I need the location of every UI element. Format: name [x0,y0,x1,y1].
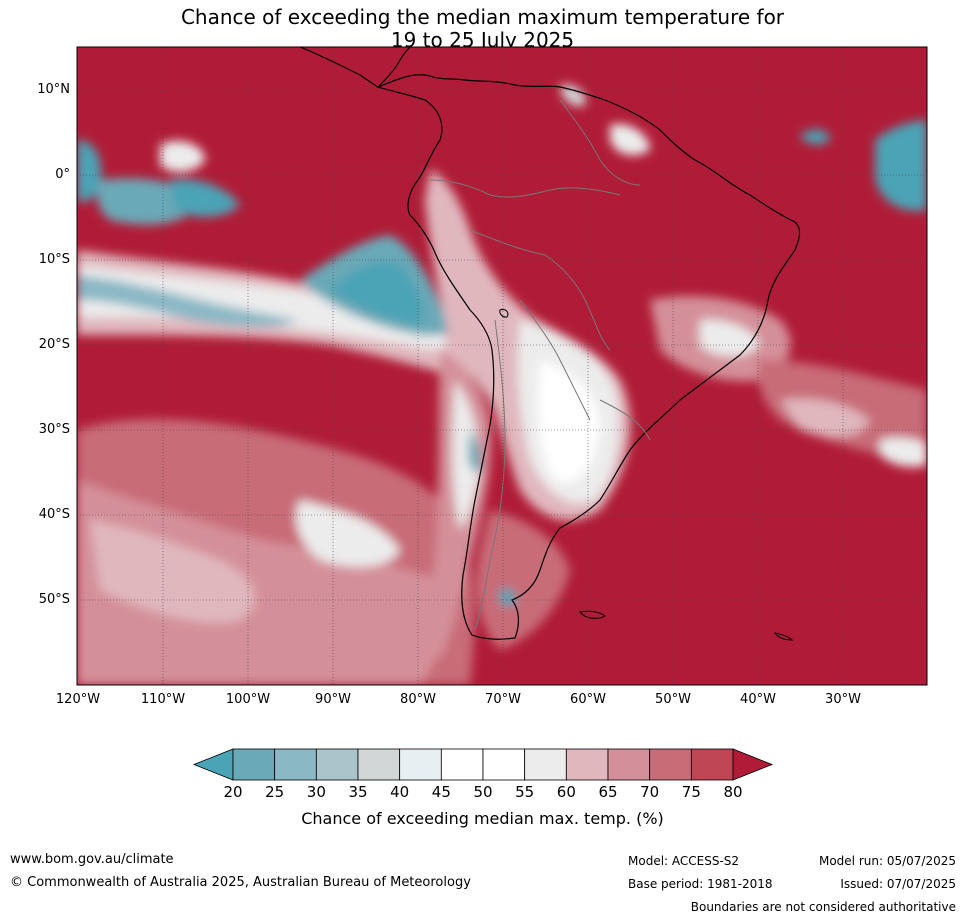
lat-label-40s: 40°S [38,507,70,522]
colorbar-cell [399,748,442,781]
colorbar-cell [482,748,526,781]
lat-label-50s: 50°S [38,592,70,607]
colorbar-tick-label: 60 [556,783,576,801]
colorbar-cell [232,748,276,781]
map-title-dates: 19 to 25 July 2025 [390,28,575,52]
map-frame [76,46,928,686]
colorbar-cell [274,748,317,781]
lon-label-100w: 100°W [225,692,271,707]
colorbar-tick-label: 35 [348,783,368,801]
colorbar-tick-label: 55 [515,783,535,801]
lon-label-70w: 70°W [485,692,521,707]
colorbar-cell [607,748,651,781]
lon-label-90w: 90°W [315,692,351,707]
colorbar-tick-label: 80 [723,783,743,801]
lat-label-20s: 20°S [38,337,70,352]
footer-url: www.bom.gov.au/climate [10,852,174,867]
footer-copyright: © Commonwealth of Australia 2025, Austra… [10,875,471,890]
footer-model: Model: ACCESS-S2 [628,854,740,868]
central-america-coastline [299,47,411,88]
colorbar-tick-label: 50 [473,783,493,801]
lon-label-110w: 110°W [140,692,186,707]
lat-label-10s: 10°S [38,252,70,267]
lat-label-0: 0° [55,167,70,182]
probability-map [76,46,928,686]
colorbar-tick-label: 30 [306,783,326,801]
colorbar-extend-low [192,748,234,781]
colorbar-tick-label: 20 [223,783,243,801]
colorbar-cell [357,748,401,781]
colorbar-tick-label: 75 [681,783,701,801]
south-america-coastline [376,74,801,640]
lon-label-40w: 40°W [740,692,776,707]
colorbar-tick-label: 65 [598,783,618,801]
footer-base-period: Base period: 1981-2018 [628,877,773,891]
lon-label-60w: 60°W [570,692,606,707]
colorbar-label: Chance of exceeding median max. temp. (%… [301,809,664,828]
colorbar-cell [565,748,609,781]
national-borders [429,99,651,631]
colorbar-cell [690,748,734,781]
colorbar-cell [649,748,692,781]
colorbar-tick-label: 25 [265,783,285,801]
colorbar-cell [440,748,484,781]
footer-boundaries-note: Boundaries are not considered authoritat… [690,900,956,914]
probability-field [77,84,927,685]
colorbar-cell [315,748,359,781]
lat-label-10n: 10°N [37,82,70,97]
lat-label-30s: 30°S [38,422,70,437]
map-title: Chance of exceeding the median maximum t… [180,5,785,29]
colorbar-tick-label: 45 [431,783,451,801]
falkland-islands [579,610,606,619]
lon-label-80w: 80°W [400,692,436,707]
footer-issued: Issued: 07/07/2025 [840,877,956,891]
lon-label-120w: 120°W [55,692,101,707]
lon-label-50w: 50°W [655,692,691,707]
lon-label-30w: 30°W [825,692,861,707]
colorbar-tick-label: 70 [640,783,660,801]
colorbar-tick-label: 40 [390,783,410,801]
colorbar-extend-high [732,748,774,781]
colorbar-cell [524,748,567,781]
map-gridlines [77,47,927,685]
footer-model-run: Model run: 05/07/2025 [818,854,956,868]
